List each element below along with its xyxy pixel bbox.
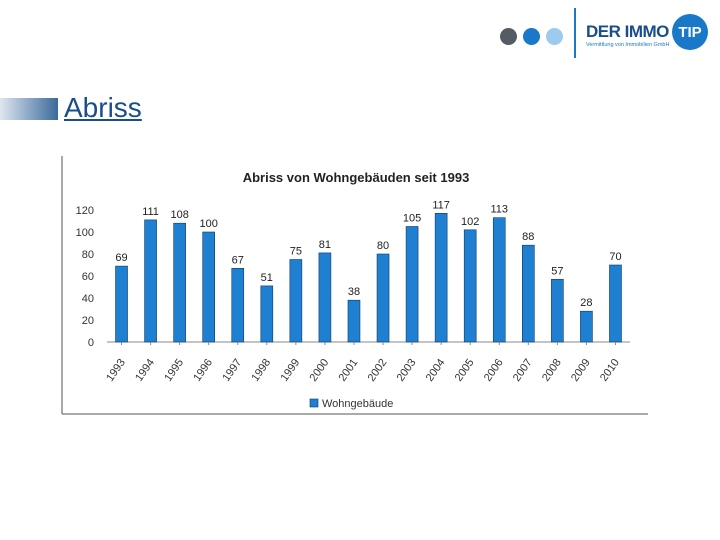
data-label: 69: [115, 252, 127, 264]
x-tick-label: 2002: [366, 357, 390, 384]
chart-container: Abriss von Wohngebäuden seit 1993 0 20 40 60…: [60, 156, 650, 416]
y-tick-label: 20: [82, 315, 94, 327]
logo-dot-dark: [500, 28, 517, 45]
logo-brand-text: DER IMMO: [586, 22, 669, 41]
x-tick-label: 2006: [482, 357, 506, 384]
chart-title: Abriss von Wohngebäuden seit 1993: [243, 170, 470, 185]
bar: [463, 229, 477, 343]
bar: [260, 285, 274, 343]
page-title: Abriss: [64, 92, 142, 123]
bar: [492, 217, 506, 343]
x-tick-label: 2003: [395, 357, 419, 384]
data-label: 75: [290, 246, 302, 258]
x-tick-label: 1993: [104, 357, 128, 384]
bar-chart: Abriss von Wohngebäuden seit 1993 0 20 40 60…: [61, 156, 648, 415]
data-label: 80: [377, 240, 389, 252]
bar: [115, 265, 128, 343]
x-tick-label: 2004: [424, 357, 448, 384]
logo-dot-blue: [523, 28, 540, 45]
data-label: 88: [522, 231, 534, 243]
data-label: 67: [232, 254, 244, 266]
data-label: 102: [461, 216, 479, 228]
bar: [231, 268, 245, 343]
data-label: 108: [170, 209, 188, 221]
bar: [522, 244, 535, 343]
data-label: 70: [609, 251, 621, 263]
company-logo: DER IMMO TIP Vermittlung von Immobilien …: [500, 8, 712, 60]
y-tick-label: 60: [82, 271, 94, 283]
logo-tip-badge: TIP: [672, 14, 708, 50]
bar: [289, 259, 303, 343]
x-tick-label: 2001: [337, 357, 361, 384]
y-tick-label: 80: [82, 249, 94, 261]
data-label: 111: [142, 206, 159, 218]
bar: [144, 219, 157, 343]
data-label: 28: [580, 297, 592, 309]
title-accent-bar: [0, 98, 58, 120]
x-tick-label: 2005: [453, 357, 477, 384]
data-label: 100: [200, 218, 218, 230]
data-label: 81: [319, 239, 331, 251]
bar: [347, 299, 361, 343]
bar: [609, 264, 622, 343]
y-tick-label: 0: [88, 337, 94, 349]
bar: [580, 310, 593, 343]
bar: [202, 231, 215, 343]
bar: [405, 226, 419, 343]
x-tick-label: 1997: [220, 357, 244, 384]
legend-swatch: [309, 398, 319, 408]
x-tick-label: 1998: [249, 357, 273, 384]
x-tick-label: 1999: [278, 357, 302, 384]
bar: [173, 222, 186, 343]
bar: [434, 212, 448, 343]
y-tick-label: 120: [76, 205, 94, 217]
data-label: 57: [551, 265, 563, 277]
data-label: 105: [403, 213, 421, 225]
x-tick-label: 2007: [511, 357, 535, 384]
x-tick-label: 2008: [540, 357, 564, 384]
x-tick-label: 2000: [308, 357, 332, 384]
x-tick-label: 2010: [598, 357, 622, 384]
x-tick-label: 2009: [569, 357, 593, 384]
logo-tagline: Vermittlung von Immobilien GmbH: [586, 42, 670, 48]
bar: [551, 279, 564, 343]
data-label: 113: [490, 204, 508, 216]
y-tick-label: 100: [76, 227, 94, 239]
logo-divider: [574, 8, 576, 58]
bar: [318, 252, 332, 343]
data-label: 38: [348, 286, 360, 298]
x-tick-label: 1996: [191, 357, 215, 384]
x-tick-label: 1994: [133, 357, 157, 384]
x-tick-label: 1995: [162, 357, 186, 384]
data-label: 51: [261, 272, 273, 284]
legend-label: Wohngebäude: [322, 398, 393, 410]
data-label: 117: [432, 199, 450, 211]
y-tick-label: 40: [82, 293, 94, 305]
logo-dot-light: [546, 28, 563, 45]
bar: [376, 253, 390, 343]
